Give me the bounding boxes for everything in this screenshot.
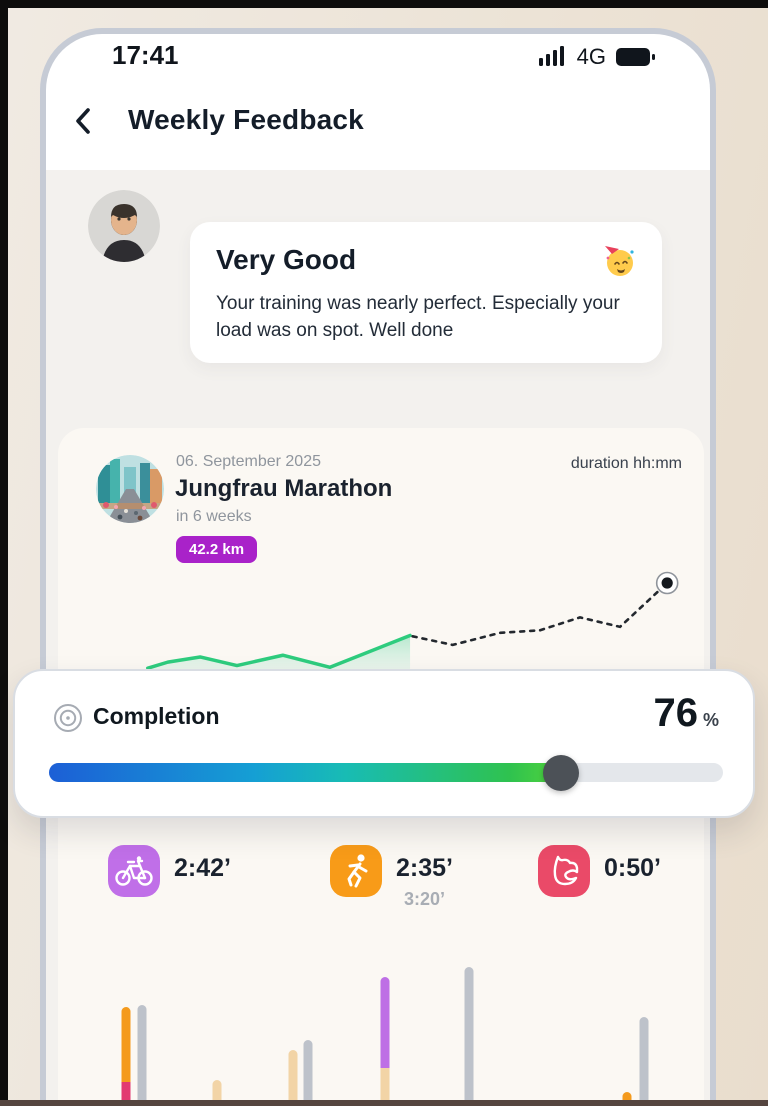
event-date: 06. September 2025 bbox=[176, 453, 321, 470]
cycling-duration: 2:42’ bbox=[174, 854, 231, 882]
strength-duration: 0:50’ bbox=[604, 854, 661, 882]
daily-bar bbox=[464, 967, 474, 1100]
marathon-photo bbox=[96, 455, 164, 523]
coach-avatar bbox=[88, 190, 160, 262]
activity-running: 2:35’ 3:20’ bbox=[330, 845, 453, 910]
completion-percent: 76 bbox=[653, 691, 698, 735]
content-area: Very Good Your training was nearly perfe… bbox=[46, 170, 710, 1106]
daily-bar bbox=[288, 1050, 298, 1100]
completion-label: Completion bbox=[93, 703, 220, 729]
running-duration: 2:35’ bbox=[396, 854, 453, 882]
daily-bar bbox=[121, 1007, 131, 1100]
partying-face-icon bbox=[605, 246, 634, 276]
daily-bar bbox=[622, 1092, 632, 1100]
feedback-message: Your training was nearly perfect. Especi… bbox=[216, 293, 620, 341]
page-title: Weekly Feedback bbox=[128, 104, 364, 135]
running-planned-duration: 3:20’ bbox=[403, 889, 445, 909]
daily-bar bbox=[212, 1080, 222, 1100]
cellular-signal-icon bbox=[538, 46, 564, 66]
event-thumbnail bbox=[96, 455, 164, 523]
daily-bar bbox=[380, 977, 390, 1100]
target-icon bbox=[51, 701, 85, 740]
daily-bar bbox=[137, 1005, 147, 1100]
bottom-edge-strip bbox=[0, 1100, 768, 1106]
event-name: Jungfrau Marathon bbox=[175, 475, 393, 502]
chart-axis-label: duration hh:mm bbox=[570, 455, 682, 472]
completion-unit: % bbox=[702, 710, 719, 730]
runner-icon bbox=[330, 845, 382, 897]
activity-strength: 0:50’ bbox=[538, 845, 661, 897]
coach-photo bbox=[88, 190, 160, 262]
back-button[interactable] bbox=[66, 104, 100, 138]
completion-slider-fill bbox=[49, 763, 562, 782]
completion-card: Completion 76 % bbox=[13, 669, 755, 818]
flexed-biceps-icon bbox=[538, 845, 590, 897]
status-time: 17:41 bbox=[112, 40, 179, 70]
event-countdown: in 6 weeks bbox=[176, 508, 252, 525]
status-icons: 4G bbox=[538, 44, 656, 70]
feedback-rating-title: Very Good bbox=[216, 244, 357, 275]
coach-feedback-card: Very Good Your training was nearly perfe… bbox=[190, 222, 662, 363]
completion-value: 76 % bbox=[653, 691, 719, 736]
chevron-left-icon bbox=[76, 108, 90, 134]
phone-frame: 17:41 4G Weekly Feedback bbox=[40, 28, 716, 1106]
daily-bars bbox=[58, 960, 704, 1100]
daily-bar bbox=[639, 1017, 649, 1100]
activity-cycling: 2:42’ bbox=[108, 845, 231, 897]
app-screen: 17:41 4G Weekly Feedback bbox=[46, 34, 710, 1106]
daily-bar bbox=[303, 1040, 313, 1100]
battery-icon bbox=[616, 48, 655, 66]
load-chart bbox=[146, 571, 679, 670]
completion-slider-track[interactable] bbox=[49, 754, 723, 791]
event-distance-badge: 42.2 km bbox=[176, 536, 258, 563]
network-type-label: 4G bbox=[576, 44, 606, 69]
completion-slider-knob[interactable] bbox=[543, 754, 580, 791]
bicycle-icon bbox=[108, 845, 160, 897]
